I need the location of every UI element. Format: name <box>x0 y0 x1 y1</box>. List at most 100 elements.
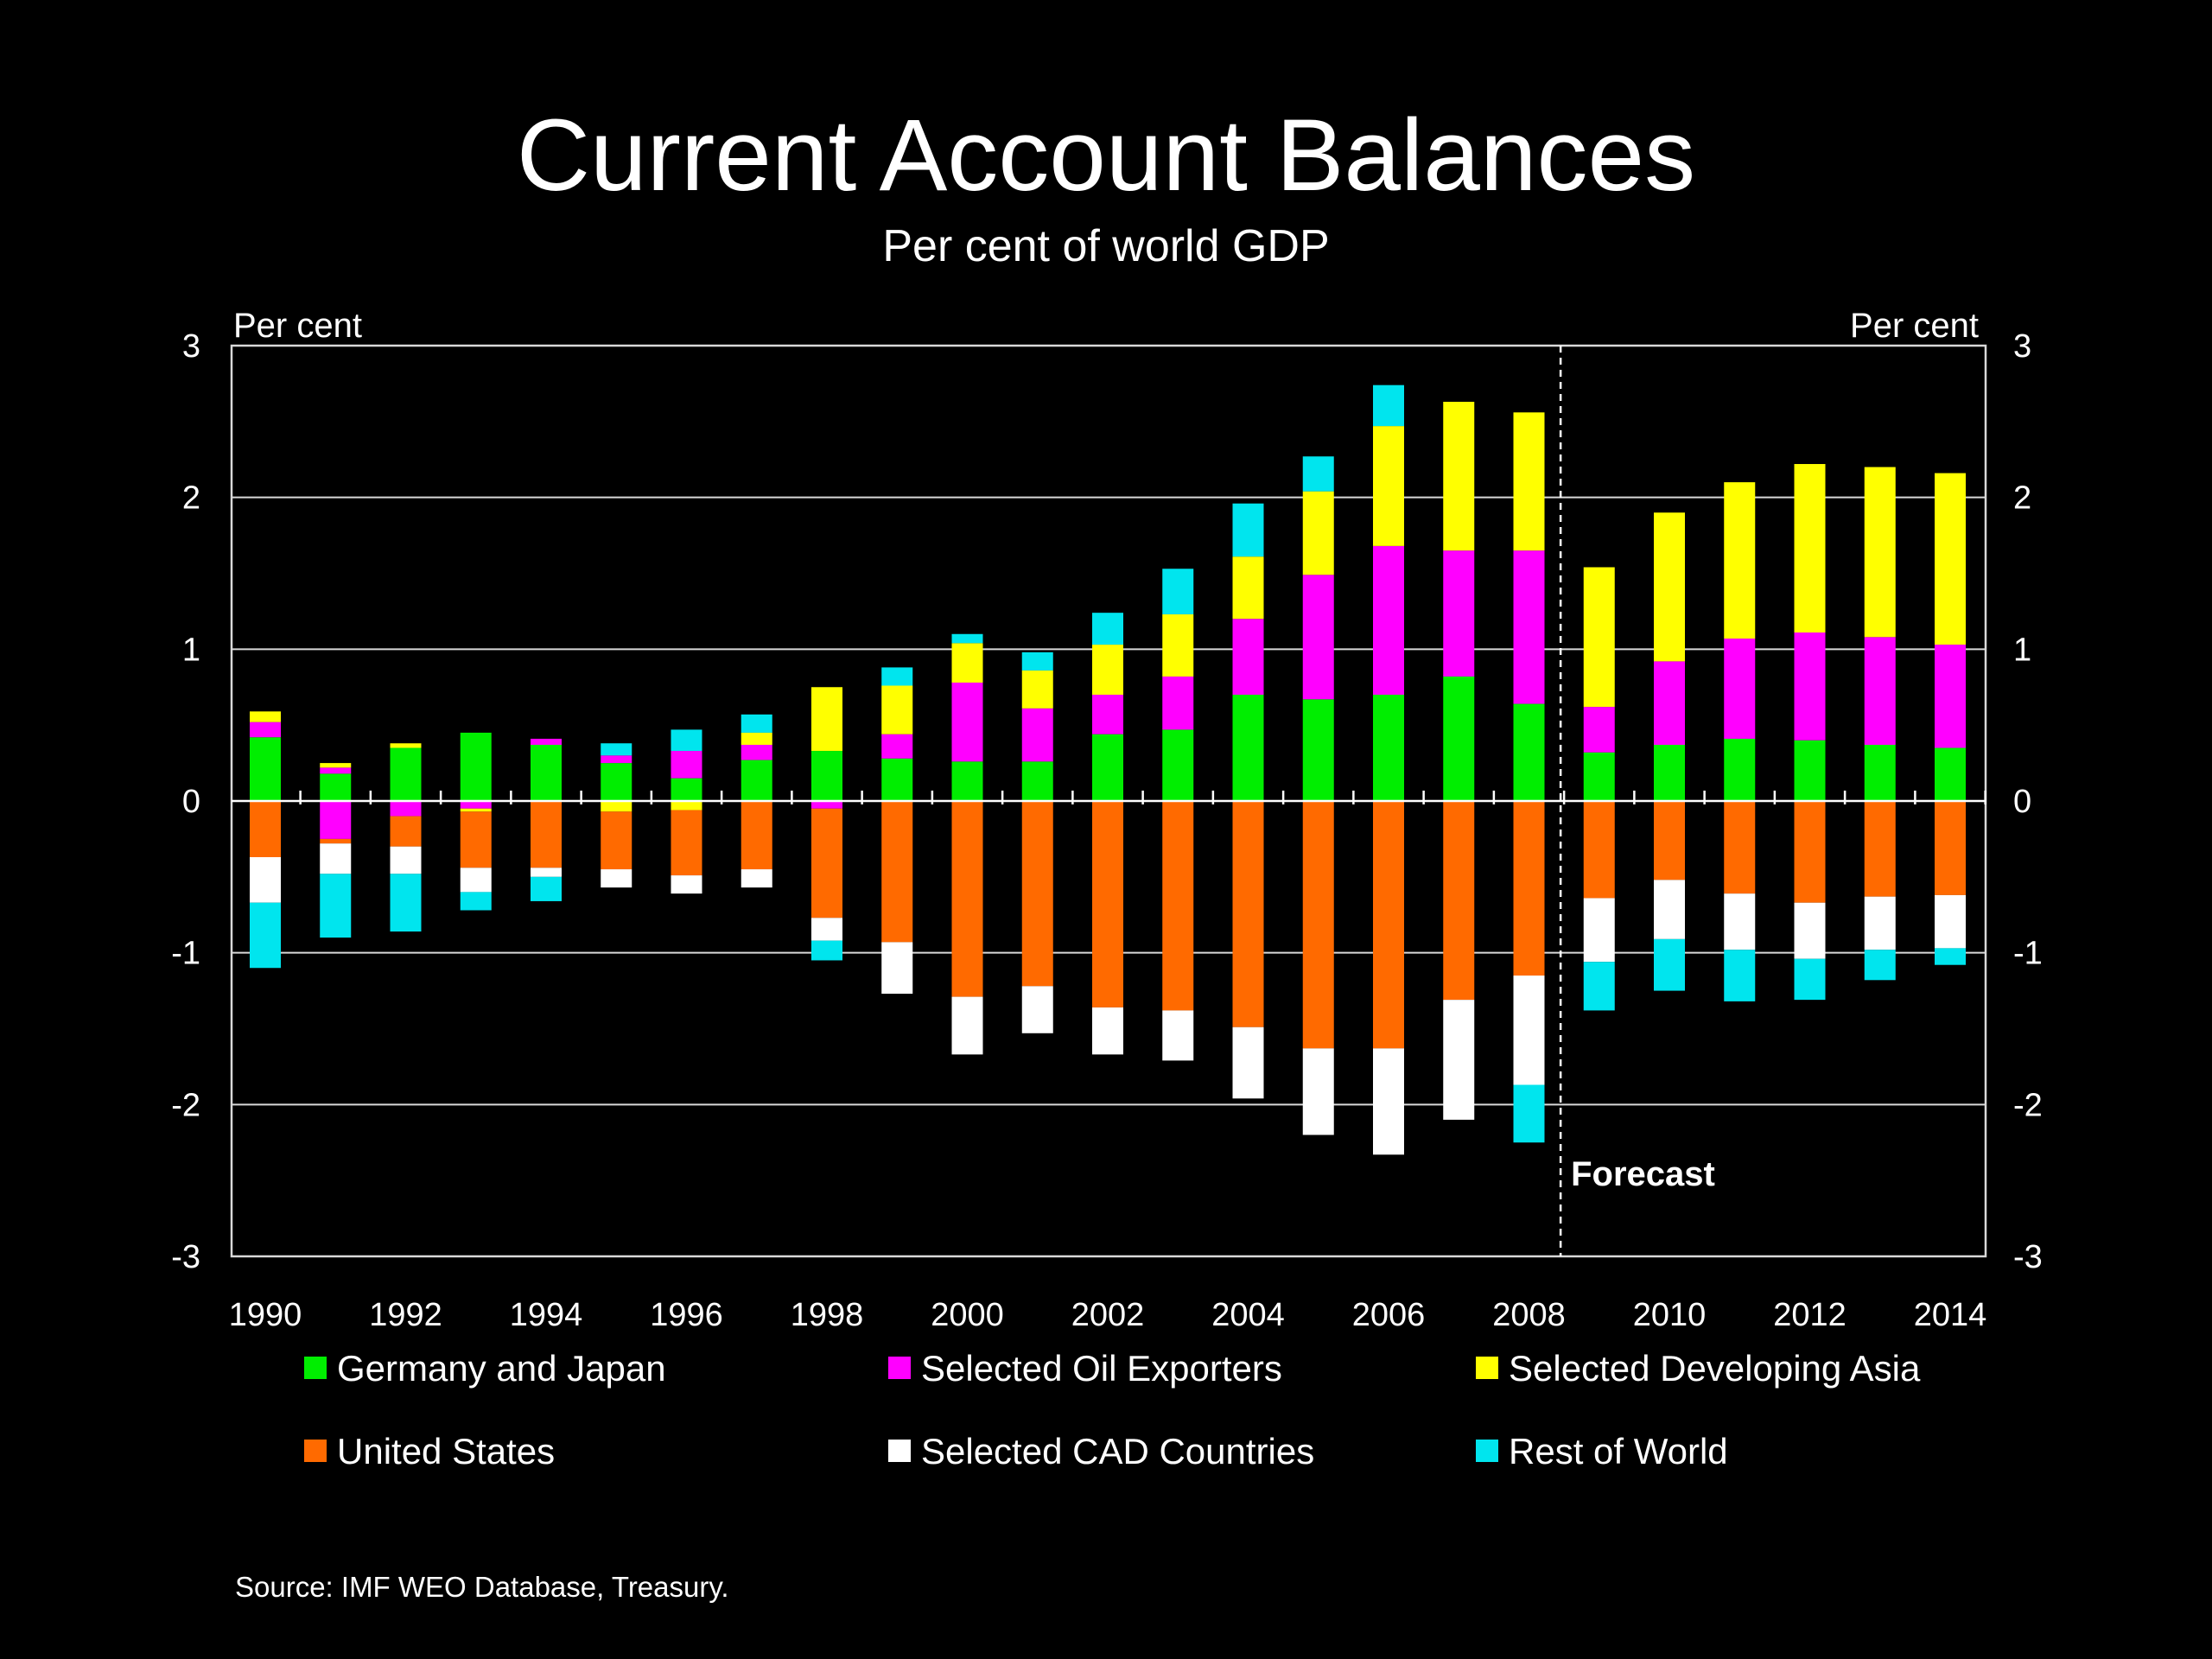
bar-segment <box>1794 464 1826 633</box>
bar-segment <box>1302 575 1334 700</box>
bar-segment <box>1794 632 1826 741</box>
legend-item: Selected Developing Asia <box>1476 1348 1921 1389</box>
bar-segment <box>881 758 913 801</box>
legend: Germany and Japan Selected Oil Exporters S… <box>304 1348 1921 1471</box>
bar-segment <box>250 801 281 857</box>
bar-segment <box>390 816 422 847</box>
bar-segment <box>1232 503 1264 557</box>
bar-segment <box>1232 1027 1264 1099</box>
bar-segment <box>1232 695 1264 801</box>
x-tick-label: 2014 <box>1914 1297 1987 1333</box>
x-tick-label: 2010 <box>1633 1297 1707 1333</box>
bar-segment <box>1443 550 1475 677</box>
bar-segment <box>811 801 842 809</box>
chart-title: Current Account Balances <box>517 99 1695 213</box>
y-tick-label-right: 2 <box>2013 480 2031 517</box>
bar-segment <box>1162 1010 1194 1061</box>
bar-segment <box>1021 801 1053 987</box>
bar-segment <box>741 732 772 746</box>
y-tick-label-right: -3 <box>2013 1239 2043 1275</box>
bar-segment <box>460 892 492 911</box>
bar-segment <box>1443 1000 1475 1120</box>
bar-segment <box>1864 801 1896 897</box>
bar-segment <box>1092 1007 1123 1055</box>
legend-item: Selected Oil Exporters <box>888 1348 1282 1389</box>
bar-segment <box>811 940 842 961</box>
bar-segment <box>1513 801 1545 976</box>
y-tick-label-left: -1 <box>171 936 200 972</box>
legend-label: Selected Oil Exporters <box>921 1348 1282 1389</box>
bar-segment <box>1654 801 1685 880</box>
bar-segment <box>460 868 492 893</box>
bar-segment <box>811 751 842 801</box>
x-tick-label: 2002 <box>1071 1297 1145 1333</box>
y-tick-label-right: -2 <box>2013 1087 2043 1123</box>
bar-segment <box>390 874 422 932</box>
bar-segment <box>1794 740 1826 801</box>
bar-segment <box>531 876 562 901</box>
legend-item: United States <box>304 1431 555 1471</box>
legend-item: Selected CAD Countries <box>888 1431 1314 1471</box>
x-tick-label: 1990 <box>229 1297 302 1333</box>
bar-segment <box>1513 976 1545 1085</box>
chart-subtitle: Per cent of world GDP <box>882 221 1329 271</box>
forecast-marker: Forecast <box>1559 346 1715 1256</box>
bar-segment <box>881 685 913 734</box>
bar-segment <box>250 902 281 969</box>
bar-segment <box>671 778 702 801</box>
bar-segment <box>1232 556 1264 620</box>
forecast-label: Forecast <box>1571 1155 1715 1193</box>
bar-segment <box>1373 545 1404 696</box>
legend-swatch <box>1476 1440 1498 1462</box>
y-tick-label-left: 3 <box>182 328 200 365</box>
bar-segment <box>1302 801 1334 1049</box>
source-note: Source: IMF WEO Database, Treasury. <box>235 1571 729 1603</box>
bar-segment <box>1583 567 1615 708</box>
bar-segment <box>671 729 702 752</box>
y-tick-label-left: 2 <box>182 480 200 517</box>
bar-segment <box>1092 645 1123 696</box>
bar-segment <box>1302 699 1334 801</box>
bar-segment <box>320 763 352 768</box>
bar-segment <box>601 743 632 756</box>
bar-segment <box>1724 482 1756 639</box>
bar-segment <box>1724 801 1756 894</box>
y-tick-label-right: 0 <box>2013 784 2031 820</box>
bar-segment <box>1935 801 1966 895</box>
bar-segment <box>811 687 842 752</box>
bar-segment <box>1162 729 1194 801</box>
bar-segment <box>1724 639 1756 739</box>
legend-swatch <box>304 1357 327 1379</box>
bar-segment <box>1794 958 1826 1001</box>
bar-segment <box>1864 637 1896 746</box>
bar-segment <box>320 801 352 839</box>
bar-segment <box>1935 747 1966 801</box>
bar-segment <box>1864 950 1896 981</box>
bar-segment <box>1092 734 1123 801</box>
bar-segment <box>1654 661 1685 746</box>
bar-segment <box>601 801 632 812</box>
bar-segment <box>1654 938 1685 991</box>
legend-label: Selected Developing Asia <box>1509 1348 1921 1389</box>
bar-segment <box>1443 676 1475 801</box>
legend-swatch <box>888 1440 911 1462</box>
bar-segment <box>1583 707 1615 753</box>
bar-segment <box>1513 703 1545 801</box>
bar-segment <box>1513 1084 1545 1143</box>
bar-segment <box>1654 512 1685 662</box>
legend-label: Selected CAD Countries <box>921 1431 1314 1471</box>
bar-segment <box>1513 412 1545 551</box>
bar-segment <box>601 755 632 764</box>
bar-segment <box>531 738 562 746</box>
x-tick-label: 2008 <box>1492 1297 1566 1333</box>
bar-segment <box>1021 708 1053 762</box>
bar-segment <box>1021 761 1053 801</box>
bar-segment <box>390 743 422 748</box>
bar-segment <box>671 875 702 894</box>
bar-segment <box>881 667 913 686</box>
bar-segment <box>1302 456 1334 492</box>
bar-segment <box>320 874 352 938</box>
bar-segment <box>390 747 422 801</box>
bar-segment <box>1443 401 1475 551</box>
bar-segment <box>460 808 492 812</box>
